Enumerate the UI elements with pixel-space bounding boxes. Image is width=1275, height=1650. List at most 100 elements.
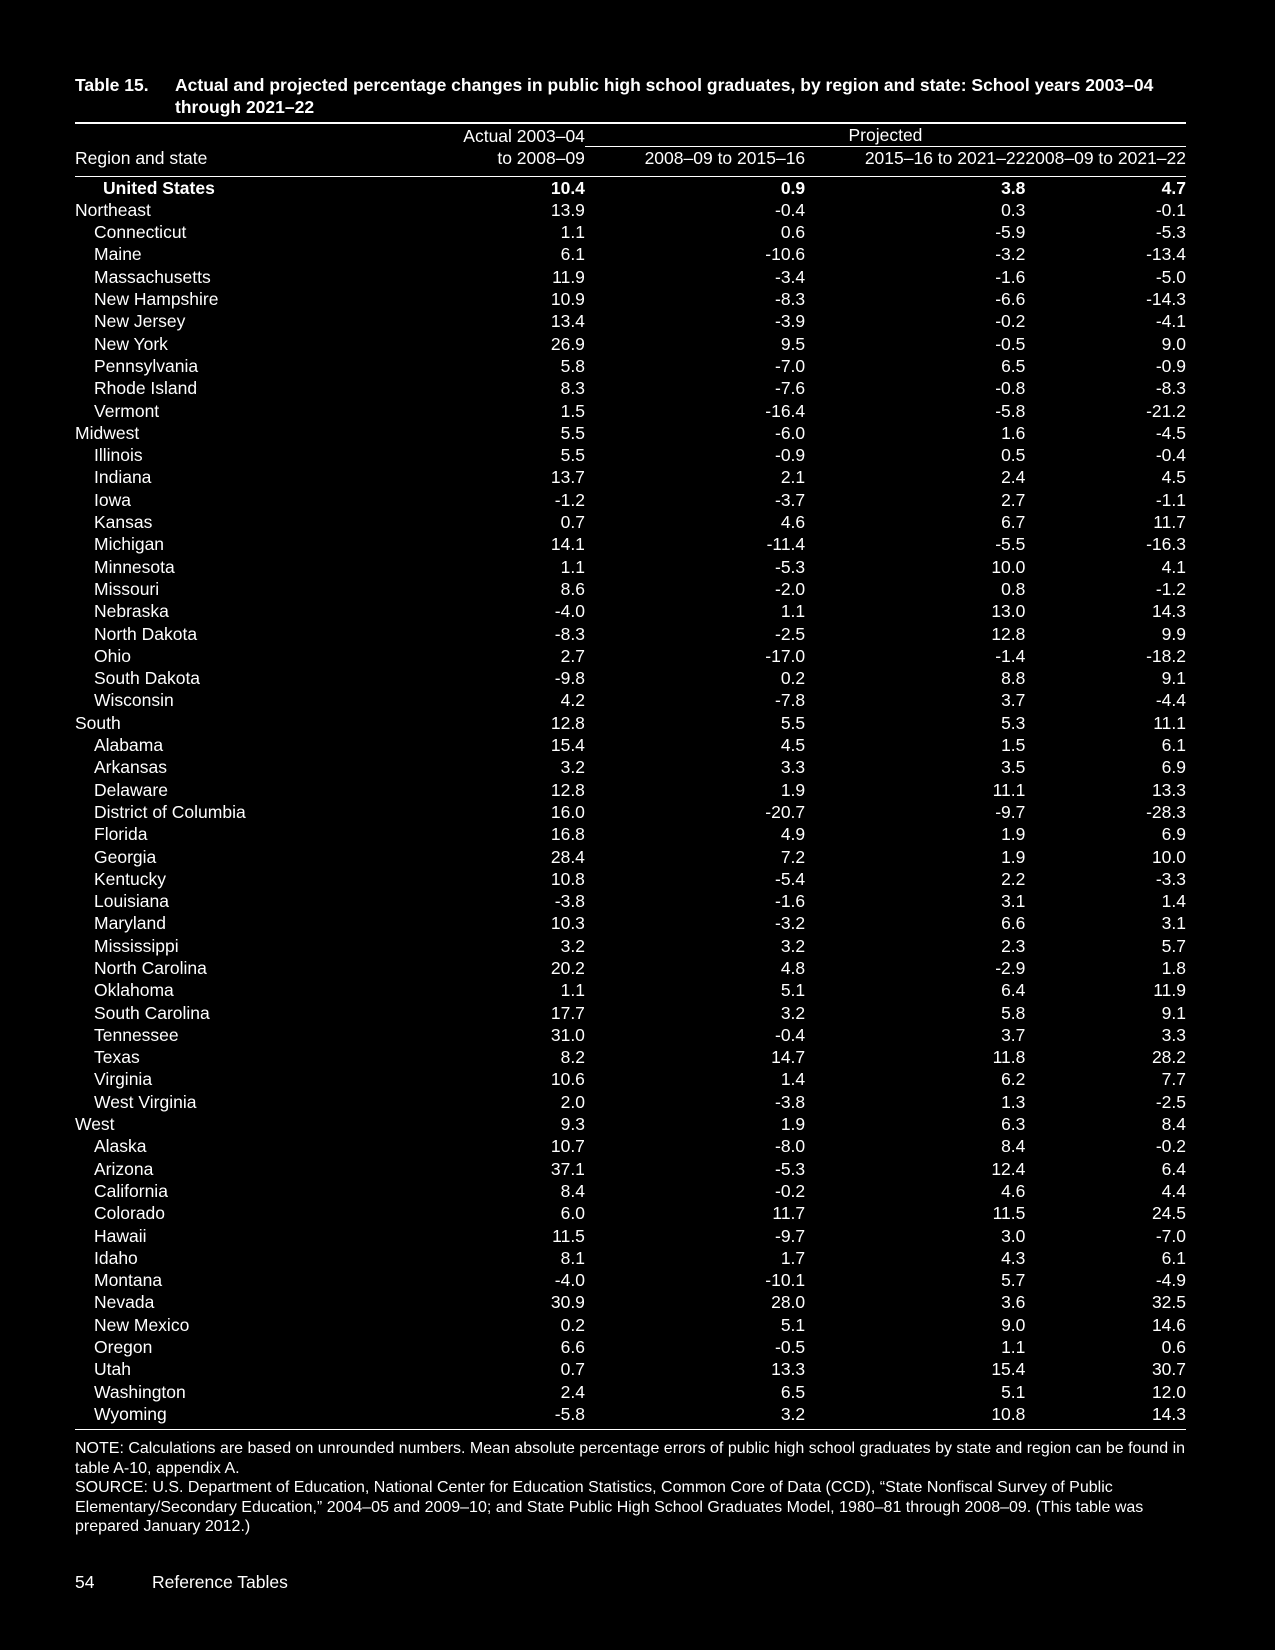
row-label: Georgia	[94, 846, 157, 867]
table-row: South Carolina 17.7 3.2 5.8 9.1	[75, 1002, 1186, 1024]
row-label: New Jersey	[94, 311, 186, 332]
cell-value: 3.7	[1001, 690, 1026, 711]
row-label: Oregon	[94, 1337, 153, 1358]
cell-value: 10.8	[991, 1403, 1026, 1424]
cell-value: -0.2	[1155, 1136, 1186, 1157]
cell-value: 2.4	[560, 1381, 585, 1402]
cell-value: -6.6	[995, 289, 1026, 310]
cell-value: 13.3	[1151, 779, 1186, 800]
row-label: United States	[103, 177, 215, 198]
cell-value: 0.7	[560, 1359, 585, 1380]
footer-section: Reference Tables	[152, 1572, 288, 1592]
cell-value: 1.8	[1161, 957, 1186, 978]
row-label: Minnesota	[94, 556, 175, 577]
cell-value: -5.3	[775, 556, 806, 577]
cell-value: -9.7	[995, 801, 1026, 822]
cell-value: 6.0	[560, 1203, 585, 1224]
cell-value: 5.5	[780, 712, 806, 733]
cell-value: 4.1	[1161, 556, 1186, 577]
cell-value: 4.4	[1161, 1180, 1186, 1201]
cell-value: 1.5	[560, 400, 585, 421]
cell-value: 2.3	[1001, 935, 1026, 956]
table-row: South 12.8 5.5 5.3 11.1	[75, 712, 1186, 734]
table-row: New Hampshire 10.9 -8.3 -6.6 -14.3	[75, 288, 1186, 310]
table-row: Missouri 8.6 -2.0 0.8 -1.2	[75, 578, 1186, 600]
row-label: Hawaii	[94, 1225, 147, 1246]
row-label: Tennessee	[94, 1024, 179, 1045]
cell-value: 15.4	[991, 1359, 1026, 1380]
cell-value: 1.9	[1001, 846, 1026, 867]
row-label: Alabama	[94, 735, 164, 756]
row-label: South Dakota	[94, 668, 201, 689]
row-label: New Hampshire	[94, 289, 219, 310]
row-label: District of Columbia	[94, 801, 246, 822]
table-row: Alaska 10.7 -8.0 8.4 -0.2	[75, 1135, 1186, 1157]
cell-value: 6.1	[1161, 735, 1186, 756]
table-row: Tennessee 31.0 -0.4 3.7 3.3	[75, 1024, 1186, 1046]
cell-value: -16.4	[765, 400, 806, 421]
cell-value: 17.7	[550, 1002, 585, 1023]
cell-value: 14.3	[1151, 1403, 1186, 1424]
cell-value: -8.3	[554, 623, 585, 644]
cell-value: -4.9	[1155, 1270, 1186, 1291]
table-row: Washington 2.4 6.5 5.1 12.0	[75, 1381, 1186, 1403]
cell-value: 6.9	[1161, 757, 1186, 778]
table-row: Iowa -1.2 -3.7 2.7 -1.1	[75, 489, 1186, 511]
table-row: Pennsylvania 5.8 -7.0 6.5 -0.9	[75, 355, 1186, 377]
row-label: California	[94, 1180, 168, 1201]
cell-value: -1.4	[995, 645, 1026, 666]
cell-value: 1.5	[1001, 735, 1026, 756]
cell-value: -3.2	[775, 913, 806, 934]
table-row: District of Columbia 16.0 -20.7 -9.7 -28.3	[75, 801, 1186, 823]
cell-value: 1.1	[560, 556, 585, 577]
table-row: Alabama 15.4 4.5 1.5 6.1	[75, 734, 1186, 756]
cell-value: -0.5	[775, 1337, 806, 1358]
cell-value: 28.2	[1151, 1047, 1186, 1068]
cell-value: 2.1	[780, 467, 806, 488]
header-proj-3: 2008–09 to 2021–22	[1025, 148, 1186, 169]
row-label: Indiana	[94, 467, 152, 488]
table-row: Michigan 14.1 -11.4 -5.5 -16.3	[75, 533, 1186, 555]
cell-value: 4.5	[1161, 467, 1186, 488]
cell-value: 8.6	[560, 578, 585, 599]
cell-value: 11.1	[1153, 712, 1186, 733]
cell-value: 14.3	[1151, 601, 1186, 622]
cell-value: 9.0	[1001, 1314, 1026, 1335]
cell-value: 3.0	[1001, 1225, 1026, 1246]
cell-value: 4.6	[1001, 1180, 1026, 1201]
cell-value: -1.2	[1155, 578, 1186, 599]
cell-value: -16.3	[1146, 534, 1186, 555]
cell-value: 9.1	[1161, 1002, 1186, 1023]
cell-value: 12.8	[550, 779, 585, 800]
table-row: California 8.4 -0.2 4.6 4.4	[75, 1180, 1186, 1202]
cell-value: 1.9	[780, 1114, 806, 1135]
cell-value: 16.8	[550, 824, 585, 845]
table-row: Nevada 30.9 28.0 3.6 32.5	[75, 1291, 1186, 1313]
cell-value: -2.5	[1155, 1091, 1186, 1112]
cell-value: 8.4	[1001, 1136, 1026, 1157]
cell-value: 11.5	[552, 1225, 585, 1246]
cell-value: 26.9	[550, 333, 585, 354]
cell-value: 9.0	[1161, 333, 1186, 354]
table-row: Wisconsin 4.2 -7.8 3.7 -4.4	[75, 689, 1186, 711]
row-label: Washington	[94, 1381, 186, 1402]
header-actual-line1: Actual 2003–04	[463, 125, 585, 146]
cell-value: 3.2	[780, 1002, 806, 1023]
header-proj-1: 2008–09 to 2015–16	[644, 148, 806, 169]
cell-value: 3.3	[1161, 1024, 1186, 1045]
cell-value: -2.5	[775, 623, 806, 644]
cell-value: -5.8	[995, 400, 1026, 421]
table-number: Table 15.	[75, 75, 149, 95]
cell-value: -0.1	[1155, 199, 1186, 220]
cell-value: 6.2	[1001, 1069, 1026, 1090]
cell-value: 13.9	[550, 199, 585, 220]
row-label: Idaho	[94, 1247, 138, 1268]
cell-value: -2.0	[775, 578, 806, 599]
row-label: North Dakota	[94, 623, 198, 644]
cell-value: 8.2	[560, 1047, 585, 1068]
cell-value: 0.3	[1001, 199, 1026, 220]
cell-value: -9.8	[554, 668, 585, 689]
cell-value: -3.8	[775, 1091, 806, 1112]
table-row: Nebraska -4.0 1.1 13.0 14.3	[75, 600, 1186, 622]
cell-value: 5.3	[1001, 712, 1026, 733]
